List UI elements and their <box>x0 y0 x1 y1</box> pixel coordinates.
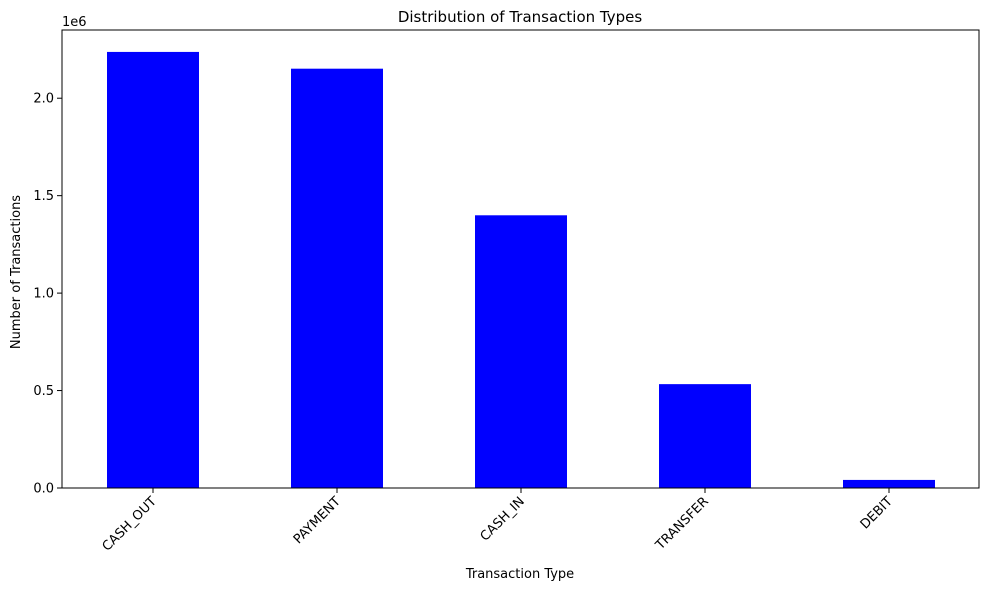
bar-payment <box>291 68 383 489</box>
bar-debit <box>843 479 935 488</box>
y-axis-label: Number of Transactions <box>9 195 24 349</box>
x-axis-ticks: CASH_OUT PAYMENT CASH_IN TRANSFER DEBIT <box>100 488 896 554</box>
bar-transfer <box>659 384 751 488</box>
y-tick-label: 1.5 <box>33 189 54 204</box>
y-axis-offset-label: 1e6 <box>62 15 87 30</box>
y-tick-label: 1.0 <box>33 287 54 302</box>
x-tick-label: CASH_OUT <box>100 494 160 554</box>
bars-group <box>107 51 935 489</box>
y-axis-ticks: 0.0 0.5 1.0 1.5 2.0 <box>33 92 62 497</box>
x-tick-label: CASH_IN <box>478 494 528 544</box>
y-tick-label: 2.0 <box>33 92 54 107</box>
y-tick-label: 0.0 <box>33 482 54 497</box>
bar-cash-in <box>475 215 567 488</box>
chart-title: Distribution of Transaction Types <box>398 8 643 26</box>
x-tick-label: TRANSFER <box>652 494 711 553</box>
y-tick-label: 0.5 <box>33 384 54 399</box>
x-axis-label: Transaction Type <box>465 567 574 582</box>
x-tick-label: PAYMENT <box>291 494 344 547</box>
x-tick-label: DEBIT <box>858 494 896 532</box>
bar-cash-out <box>107 51 199 488</box>
